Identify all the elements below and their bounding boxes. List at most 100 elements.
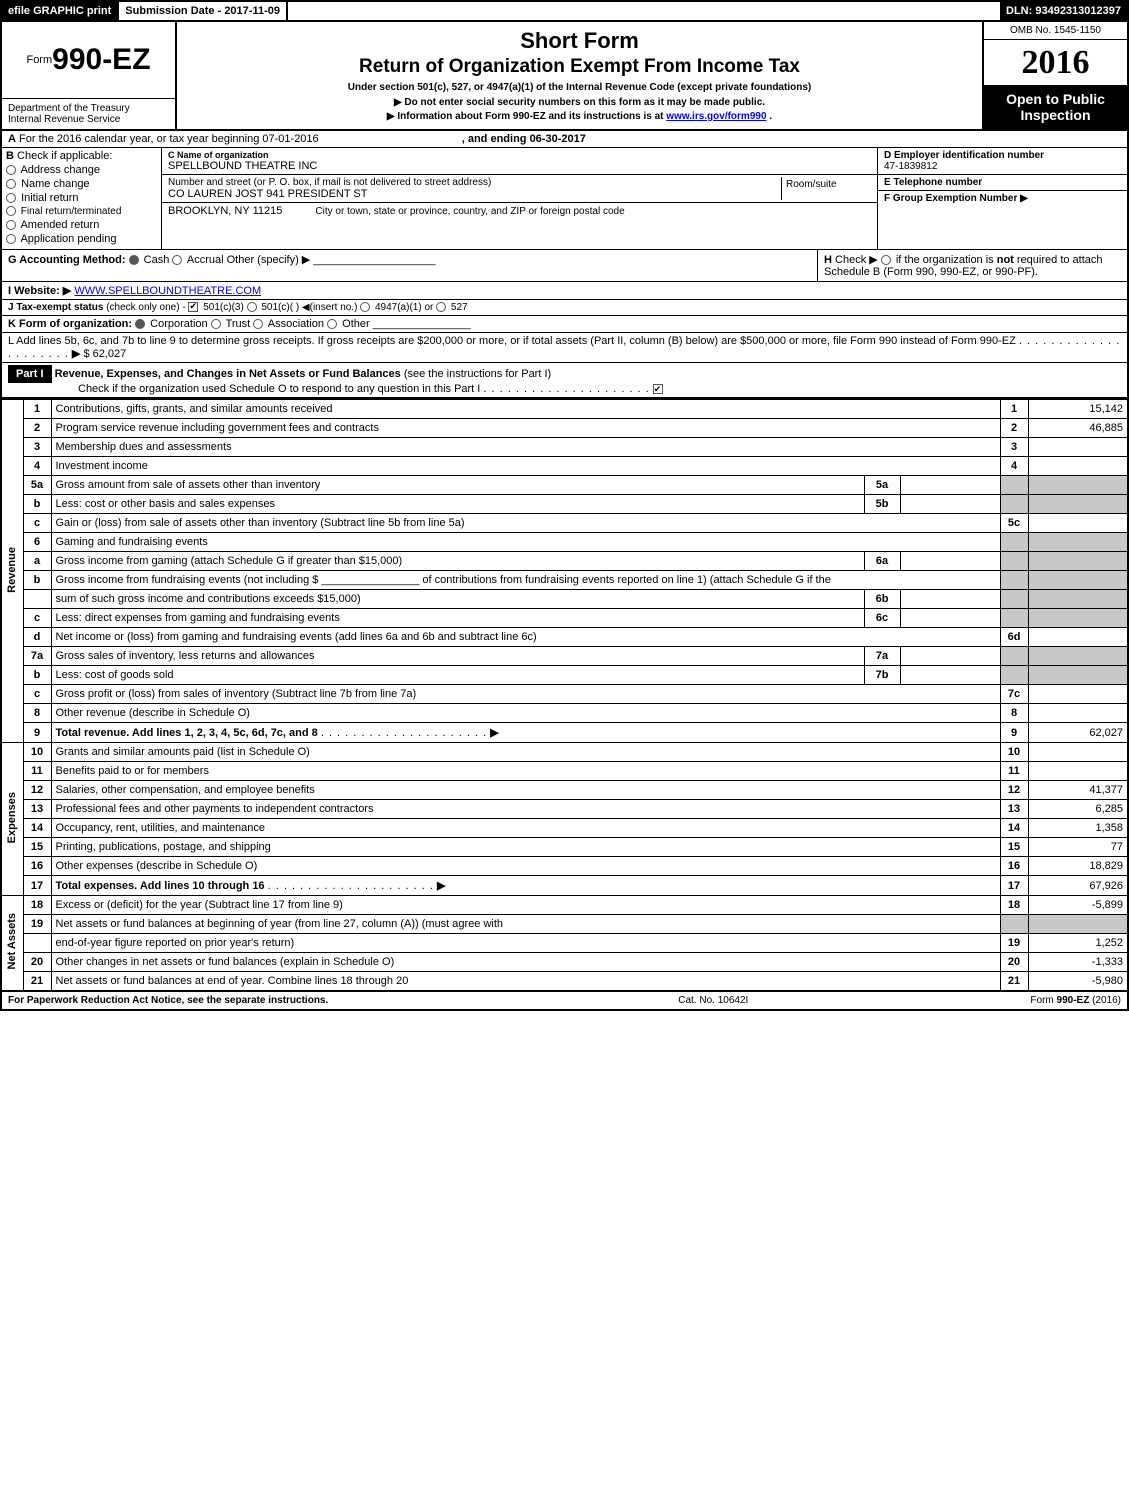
header-bar: efile GRAPHIC print Submission Date - 20…: [0, 0, 1129, 22]
row-L: L Add lines 5b, 6c, and 7b to line 9 to …: [0, 333, 1129, 363]
city-label: City or town, state or province, country…: [315, 206, 624, 217]
line-ref: 4: [1000, 457, 1028, 476]
chk-scheduleO[interactable]: [653, 384, 663, 394]
line-desc: Program service revenue including govern…: [51, 419, 1000, 438]
line-ref: 7c: [1000, 685, 1028, 704]
warn-2: ▶ Information about Form 990-EZ and its …: [183, 111, 976, 122]
title-block: Form 990-EZ Department of the Treasury I…: [0, 22, 1129, 131]
line-ref: 5c: [1000, 514, 1028, 533]
line-number: b: [23, 495, 51, 514]
irs-link[interactable]: www.irs.gov/form990: [666, 111, 766, 122]
section-label: Net Assets: [1, 896, 23, 991]
line-desc: Less: cost or other basis and sales expe…: [51, 495, 864, 514]
line-desc: Gross income from gaming (attach Schedul…: [51, 552, 864, 571]
C-label: C Name of organization: [168, 150, 871, 160]
chk-527[interactable]: [436, 302, 446, 312]
chk-name[interactable]: [6, 179, 16, 189]
chk-501c[interactable]: [247, 302, 257, 312]
line-desc: Total revenue. Add lines 1, 2, 3, 4, 5c,…: [51, 723, 1000, 743]
line-number: 6: [23, 533, 51, 552]
shade-cell: [1000, 533, 1028, 552]
table-row: 14Occupancy, rent, utilities, and mainte…: [1, 819, 1128, 838]
line-number: c: [23, 685, 51, 704]
table-row: 3Membership dues and assessments3: [1, 438, 1128, 457]
shade-cell: [1000, 915, 1028, 934]
line-number: 12: [23, 781, 51, 800]
shade-cell: [1028, 495, 1128, 514]
table-row: cGain or (loss) from sale of assets othe…: [1, 514, 1128, 533]
radio-accrual[interactable]: [172, 255, 182, 265]
chk-H[interactable]: [881, 255, 891, 265]
omb: OMB No. 1545-1150: [984, 22, 1127, 40]
line-number: 1: [23, 400, 51, 419]
sub-amt: [900, 609, 1000, 628]
chk-initial[interactable]: [6, 193, 16, 203]
shade-cell: [1028, 552, 1128, 571]
line-number: 11: [23, 762, 51, 781]
line-number: 13: [23, 800, 51, 819]
line-desc: Printing, publications, postage, and shi…: [51, 838, 1000, 857]
line-amt: 67,926: [1028, 876, 1128, 896]
table-row: 9Total revenue. Add lines 1, 2, 3, 4, 5c…: [1, 723, 1128, 743]
line-number: 5a: [23, 476, 51, 495]
line-amt: 1,252: [1028, 934, 1128, 953]
line-amt: 62,027: [1028, 723, 1128, 743]
table-row: 7aGross sales of inventory, less returns…: [1, 647, 1128, 666]
website-link[interactable]: WWW.SPELLBOUNDTHEATRE.COM: [74, 285, 261, 297]
line-ref: 13: [1000, 800, 1028, 819]
L-amt: $ 62,027: [83, 348, 126, 360]
part1-title: Revenue, Expenses, and Changes in Net As…: [55, 368, 401, 380]
row-GH: G Accounting Method: Cash Accrual Other …: [0, 250, 1129, 282]
chk-final[interactable]: [6, 206, 16, 216]
submission-date: Submission Date - 2017-11-09: [119, 2, 288, 20]
chk-501c3[interactable]: [188, 302, 198, 312]
line-ref: 3: [1000, 438, 1028, 457]
line-amt: [1028, 685, 1128, 704]
table-row: Net Assets18Excess or (deficit) for the …: [1, 896, 1128, 915]
table-row: Revenue1Contributions, gifts, grants, an…: [1, 400, 1128, 419]
table-row: 2Program service revenue including gover…: [1, 419, 1128, 438]
table-row: aGross income from gaming (attach Schedu…: [1, 552, 1128, 571]
A-label: For the 2016 calendar year, or tax year …: [19, 133, 319, 145]
sub-ref: 6c: [864, 609, 900, 628]
line-amt: 41,377: [1028, 781, 1128, 800]
line-desc: Other revenue (describe in Schedule O): [51, 704, 1000, 723]
line-number: d: [23, 628, 51, 647]
line-amt: [1028, 704, 1128, 723]
part1-header: Part I Revenue, Expenses, and Changes in…: [0, 363, 1129, 399]
line-number: a: [23, 552, 51, 571]
radio-cash[interactable]: [129, 255, 139, 265]
lines-table: Revenue1Contributions, gifts, grants, an…: [0, 399, 1129, 991]
sub-amt: [900, 647, 1000, 666]
chk-trust[interactable]: [211, 319, 221, 329]
chk-corp[interactable]: [135, 319, 145, 329]
city: BROOKLYN, NY 11215: [168, 205, 282, 217]
chk-amended[interactable]: [6, 220, 16, 230]
table-row: end-of-year figure reported on prior yea…: [1, 934, 1128, 953]
efile-label: efile GRAPHIC print: [2, 2, 119, 20]
chk-assoc[interactable]: [253, 319, 263, 329]
K-label: K Form of organization:: [8, 318, 132, 330]
chk-pending[interactable]: [6, 234, 16, 244]
table-row: bLess: cost of goods sold7b: [1, 666, 1128, 685]
chk-4947[interactable]: [360, 302, 370, 312]
chk-address[interactable]: [6, 165, 16, 175]
row-J: J Tax-exempt status (check only one) - 5…: [0, 300, 1129, 316]
sub-ref: 7b: [864, 666, 900, 685]
line-number: 7a: [23, 647, 51, 666]
dln: DLN: 93492313012397: [1000, 2, 1127, 20]
line-amt: -5,980: [1028, 972, 1128, 991]
line-ref: 1: [1000, 400, 1028, 419]
subtitle: Under section 501(c), 527, or 4947(a)(1)…: [183, 82, 976, 93]
sub-amt: [900, 476, 1000, 495]
chk-other[interactable]: [327, 319, 337, 329]
table-row: 11Benefits paid to or for members11: [1, 762, 1128, 781]
line-ref: 15: [1000, 838, 1028, 857]
line-amt: 77: [1028, 838, 1128, 857]
shade-cell: [1000, 609, 1028, 628]
line-number: c: [23, 609, 51, 628]
line-amt: 18,829: [1028, 857, 1128, 876]
I-label: I Website: ▶: [8, 285, 71, 297]
warn-1: ▶ Do not enter social security numbers o…: [183, 97, 976, 108]
line-desc: Contributions, gifts, grants, and simila…: [51, 400, 1000, 419]
